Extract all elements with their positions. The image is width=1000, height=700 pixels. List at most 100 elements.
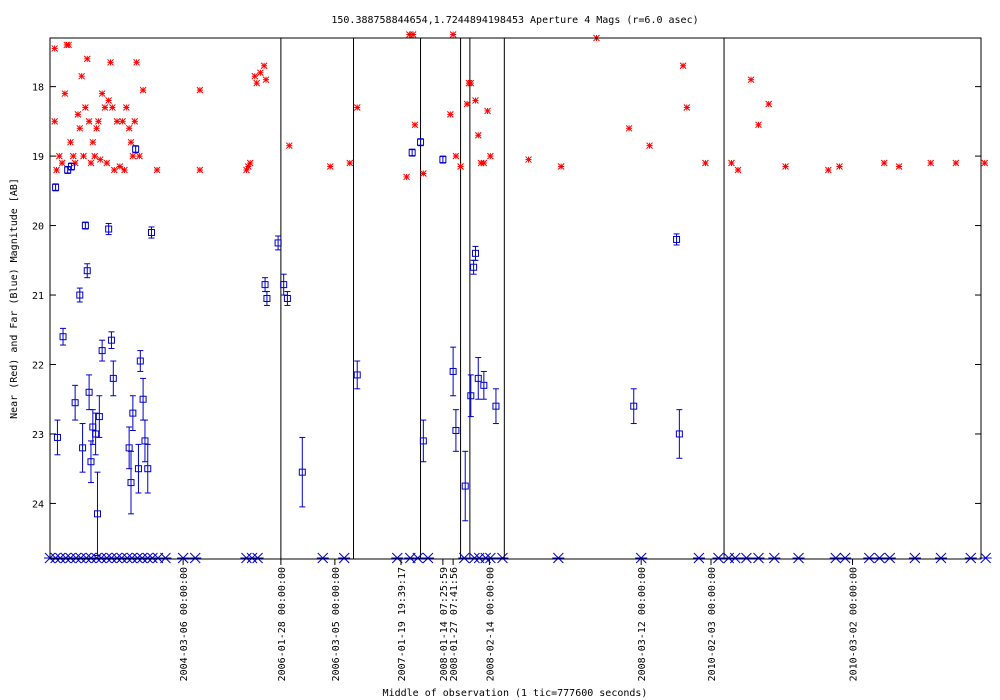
x-tick-label: 2010-02-03 00:00:00 [707,567,718,681]
blue-point [675,430,683,438]
red-point [457,163,464,170]
blue-point [417,138,425,146]
red-point [480,159,488,167]
red-point [446,111,454,118]
red-point [91,152,99,160]
blue-point [263,295,271,302]
error-bar [354,360,361,390]
red-point [69,152,77,160]
baseline-marker [338,552,351,564]
red-point [65,41,72,49]
red-point [262,76,270,84]
error-bar [284,291,291,306]
baseline-marker [883,552,896,564]
error-bar [144,443,151,494]
blue-point [107,336,115,344]
red-point [525,156,532,163]
red-point [110,166,118,174]
red-point [285,142,293,150]
red-point [139,86,147,94]
red-point [196,86,204,94]
red-point [927,159,935,167]
blue-point [673,235,681,243]
baseline-marker [712,552,725,564]
blue-point [125,444,133,452]
baseline-marker [189,552,202,564]
red-point [463,100,471,108]
error-bar [420,419,427,463]
blue-point [129,409,137,417]
red-point [782,163,789,170]
plot-frame [49,37,982,560]
error-bar [82,221,89,230]
red-point [251,72,259,80]
red-point [107,58,114,66]
x-tick-label: 2008-03-12 00:00:00 [637,567,648,681]
error-bar [480,370,487,400]
blue-point [408,149,416,157]
blue-point [105,225,113,233]
error-bar [452,409,459,452]
red-point [472,97,479,104]
blue-point [87,458,95,466]
error-bar [450,346,457,397]
red-point [61,90,69,97]
blue-point [449,367,457,375]
baseline-marker [839,552,852,564]
blue-point [98,347,106,355]
baseline-marker [863,552,876,564]
red-point [53,166,60,174]
red-point [702,159,709,167]
red-point [122,104,130,111]
x-tick-label: 2006-01-28 00:00:00 [277,567,288,681]
red-point [452,152,460,160]
blue-point [144,465,152,473]
red-point [116,163,124,170]
error-bar [417,138,424,147]
separator-lines [280,38,725,559]
error-bar [263,291,270,306]
red-point [557,163,565,170]
blue-series [52,138,683,518]
error-bar [79,423,86,473]
error-bar [467,374,474,418]
error-bar [60,327,67,346]
error-bar [630,388,637,425]
error-bar [439,155,446,164]
red-point [755,121,762,129]
red-point [880,159,888,167]
red-point [67,138,74,146]
blue-point [93,510,101,518]
red-point [257,69,264,77]
red-point [484,107,491,115]
red-point [129,152,137,160]
red-point [449,31,457,38]
red-point [95,118,102,125]
x-tick-label: 2010-03-02 00:00:00 [849,567,860,681]
y-tick-label: 23 [32,430,44,441]
x-axis-label: Middle of observation (1 tic=777600 seco… [383,688,648,699]
baseline-marker [979,552,992,564]
red-point [133,58,140,66]
red-point [136,152,143,160]
red-point [487,152,494,160]
red-point [683,104,691,111]
red-point [326,163,334,170]
blue-point [85,388,93,396]
error-bar [409,148,416,157]
red-point [51,118,59,125]
red-point [51,45,59,52]
red-point [89,138,97,146]
blue-point [280,281,288,289]
red-point [109,104,116,111]
red-point [58,159,66,167]
red-point [113,118,121,125]
error-bar [135,443,142,494]
x-tick-label: 2008-01-14 07:25:59 [439,567,450,681]
red-point [55,152,63,160]
baseline-marker [752,552,765,564]
blue-point [81,222,89,230]
baseline-markers [44,552,992,564]
red-series [51,31,989,181]
red-point [121,166,128,174]
